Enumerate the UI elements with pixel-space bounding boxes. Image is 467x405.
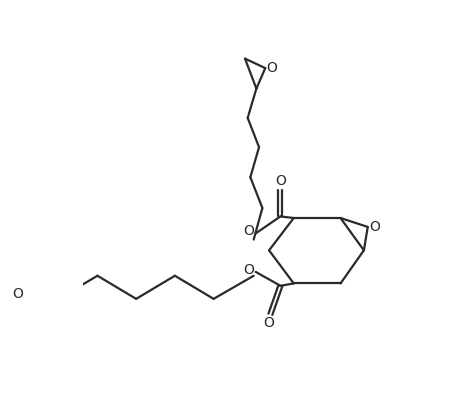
Text: O: O xyxy=(267,61,277,75)
Text: O: O xyxy=(275,174,286,188)
Text: O: O xyxy=(369,220,380,234)
Text: O: O xyxy=(244,263,255,277)
Text: O: O xyxy=(263,316,274,330)
Text: O: O xyxy=(12,287,23,301)
Text: O: O xyxy=(244,224,255,238)
